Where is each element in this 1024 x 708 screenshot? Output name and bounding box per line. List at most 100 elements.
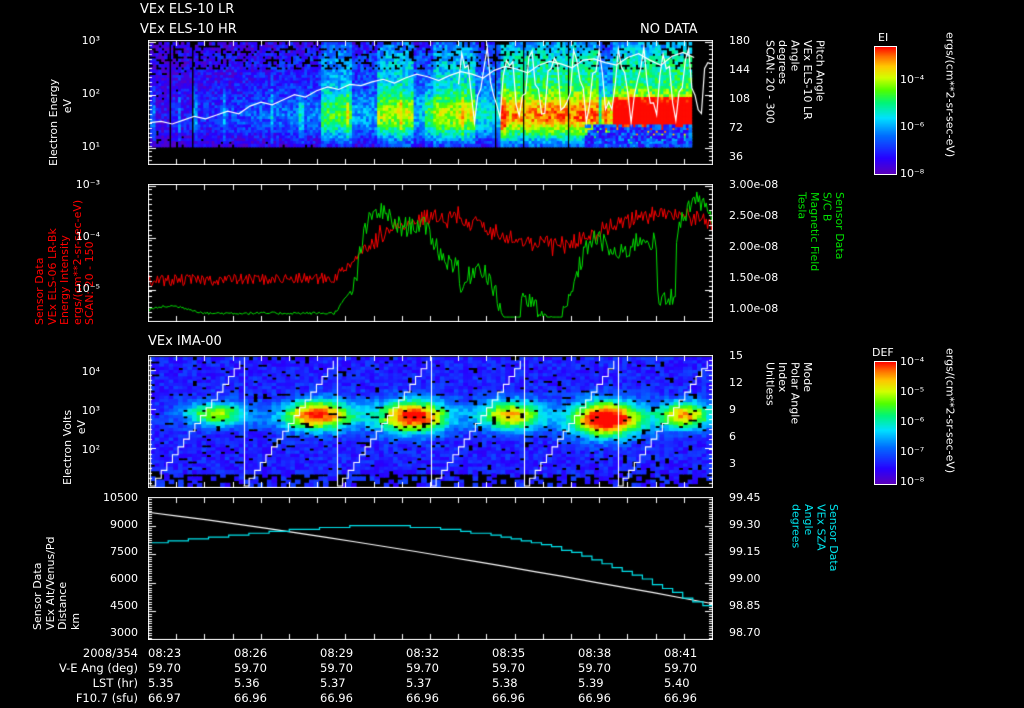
- panel2-right-tick-4: 1.00e-08: [729, 302, 779, 315]
- panel3-right-label-3: Index: [776, 362, 790, 393]
- panel1-right-label-4: degrees: [776, 40, 790, 85]
- footer-cell: 66.97: [148, 691, 181, 705]
- panel2-left-tick-0: 10⁻³: [75, 178, 100, 191]
- panel3-left-tick-1: 10³: [81, 404, 100, 417]
- panel4-right-tick-3: 99.00: [729, 572, 761, 585]
- footer-cell: 5.36: [234, 676, 260, 690]
- panel2-left-label-2: VEx ELS-06 LR-Bk: [45, 228, 59, 325]
- panel1-title-lr: VEx ELS-10 LR: [140, 2, 235, 17]
- footer-cell: 5.37: [406, 676, 432, 690]
- panel1-title-hr: VEx ELS-10 HR: [140, 22, 237, 37]
- footer-cell: 08:29: [320, 646, 354, 660]
- panel4-right-axis-label: degrees Angle VEx SZA Sensor Data: [790, 504, 841, 632]
- panel4-right-label-2: VEx SZA: [814, 504, 828, 551]
- footer-row-label: V-E Ang (deg): [58, 661, 138, 675]
- panel2-left-tick-2: 10⁻⁵: [75, 282, 100, 295]
- panel1-colorbar: [874, 46, 897, 175]
- panel1-left-tick-0: 10³: [81, 34, 100, 47]
- panel1-left-tick-2: 10¹: [81, 140, 100, 153]
- panel1-right-tick-3: 72: [729, 121, 743, 134]
- panel4-right-tick-1: 99.30: [729, 518, 761, 531]
- footer-cell: 08:26: [234, 646, 268, 660]
- footer-cell: 59.70: [148, 661, 181, 675]
- footer-cell: 08:35: [492, 646, 526, 660]
- panel2-line-plot[interactable]: [148, 184, 713, 322]
- panel1-right-tick-0: 180: [729, 34, 750, 47]
- panel2-left-tick-1: 10⁻⁴: [75, 230, 100, 243]
- footer-cell: 66.96: [320, 691, 353, 705]
- panel4-left-tick-2: 7500: [110, 545, 138, 558]
- panel4-right-tick-2: 99.15: [729, 545, 761, 558]
- panel3-right-tick-4: 3: [729, 457, 736, 470]
- footer-row: V-E Ang (deg) 59.70 59.70 59.70 59.70 59.70 59…: [0, 661, 1024, 676]
- panel3-spectrogram[interactable]: [148, 355, 713, 488]
- footer-cell: 08:32: [406, 646, 440, 660]
- footer-table: 2008/354 08:23 08:26 08:29 08:32 08:35 08:38 08…: [0, 646, 1024, 706]
- panel1-right-label-3: Angle: [788, 40, 802, 72]
- panel3-cb-tick-2: 10⁻⁶: [900, 415, 925, 428]
- panel1-right-tick-1: 144: [729, 63, 750, 76]
- panel1-right-label-1: Pitch Angle: [813, 40, 827, 102]
- panel3-right-axis-label: Unitless Index Polar Angle Mode: [763, 362, 815, 482]
- panel3-title: VEx IMA-00: [148, 334, 222, 349]
- footer-cell: 5.38: [492, 676, 518, 690]
- panel3-cb-tick-4: 10⁻⁸: [900, 475, 925, 488]
- panel3-colorbar: [874, 361, 897, 485]
- footer-cell: 5.37: [320, 676, 346, 690]
- footer-cell: 59.70: [234, 661, 267, 675]
- panel4-right-label-1: Sensor Data: [827, 504, 841, 572]
- panel3-right-tick-2: 9: [729, 403, 736, 416]
- panel2-right-label-1: Sensor Data: [833, 192, 847, 260]
- footer-row: 2008/354 08:23 08:26 08:29 08:32 08:35 08:38 08…: [0, 646, 1024, 661]
- panel4-line-plot[interactable]: [148, 497, 713, 640]
- panel1-colorbar-title: EI: [878, 31, 889, 44]
- panel1-spectrogram[interactable]: [148, 40, 713, 165]
- panel2-right-tick-3: 1.50e-08: [729, 271, 779, 284]
- panel4-right-tick-4: 98.85: [729, 599, 761, 612]
- panel4-right-label-3: Angle: [802, 504, 816, 536]
- panel1-left-tick-1: 10²: [81, 87, 100, 100]
- footer-cell: 5.35: [148, 676, 174, 690]
- panel2-right-label-2: S/C B: [820, 192, 834, 222]
- footer-row: LST (hr) 5.35 5.36 5.37 5.37 5.38 5.39 5.40: [0, 676, 1024, 691]
- panel4-left-tick-4: 4500: [110, 599, 138, 612]
- panel3-right-label-4: Unitless: [763, 362, 777, 406]
- panel4-left-label-2: VEx Alt/Venus/Pd: [43, 536, 57, 630]
- panel3-cb-tick-0: 10⁻⁴: [900, 355, 925, 368]
- footer-cell: 08:38: [578, 646, 612, 660]
- panel3-left-tick-2: 10²: [81, 443, 100, 456]
- panel3-right-tick-3: 6: [729, 430, 736, 443]
- panel2-right-axis-label: Tesla Magnetic Field S/C B Sensor Data: [796, 192, 847, 322]
- panel2-left-label-5: SCAN: 20 - 150: [83, 241, 97, 325]
- panel4-left-tick-0: 10500: [103, 491, 138, 504]
- panel1-right-tick-2: 108: [729, 92, 750, 105]
- panel1-right-tick-4: 36: [729, 150, 743, 163]
- panel3-left-tick-0: 10⁴: [81, 365, 100, 378]
- panel1-left-label-main: Electron Energy: [47, 78, 60, 166]
- panel3-right-label-1: Mode: [801, 362, 815, 392]
- panel2-left-label-1: Sensor Data: [33, 257, 46, 325]
- panel3-right-label-2: Polar Angle: [788, 362, 802, 425]
- panel2-right-tick-0: 3.00e-08: [729, 178, 779, 191]
- footer-cell: 66.96: [578, 691, 611, 705]
- panel3-right-tick-1: 12: [729, 376, 743, 389]
- footer-cell: 59.70: [664, 661, 697, 675]
- panel3-left-label-main: Electron Volts: [61, 409, 74, 485]
- footer-cell: 66.96: [234, 691, 267, 705]
- panel4-right-tick-0: 99.45: [729, 491, 761, 504]
- panel3-cb-tick-1: 10⁻⁵: [900, 385, 925, 398]
- panel2-right-tick-1: 2.50e-08: [729, 209, 779, 222]
- panel2-right-tick-2: 2.00e-08: [729, 240, 779, 253]
- footer-cell: 08:23: [148, 646, 182, 660]
- panel4-left-label-1: Sensor Data: [31, 562, 44, 630]
- footer-cell: 59.70: [320, 661, 353, 675]
- panel3-left-axis-label: Electron Volts eV: [61, 370, 88, 485]
- footer-cell: 59.70: [406, 661, 439, 675]
- panel1-left-label-unit: eV: [60, 98, 74, 114]
- footer-cell: 59.70: [578, 661, 611, 675]
- panel2-left-label-3: Energy Intensity: [58, 235, 72, 325]
- footer-row: F10.7 (sfu) 66.97 66.96 66.96 66.96 66.96 66.9…: [0, 691, 1024, 706]
- footer-row-label: LST (hr): [92, 676, 138, 690]
- panel4-left-tick-5: 3000: [110, 626, 138, 639]
- panel4-left-label-3: Distance: [56, 581, 70, 630]
